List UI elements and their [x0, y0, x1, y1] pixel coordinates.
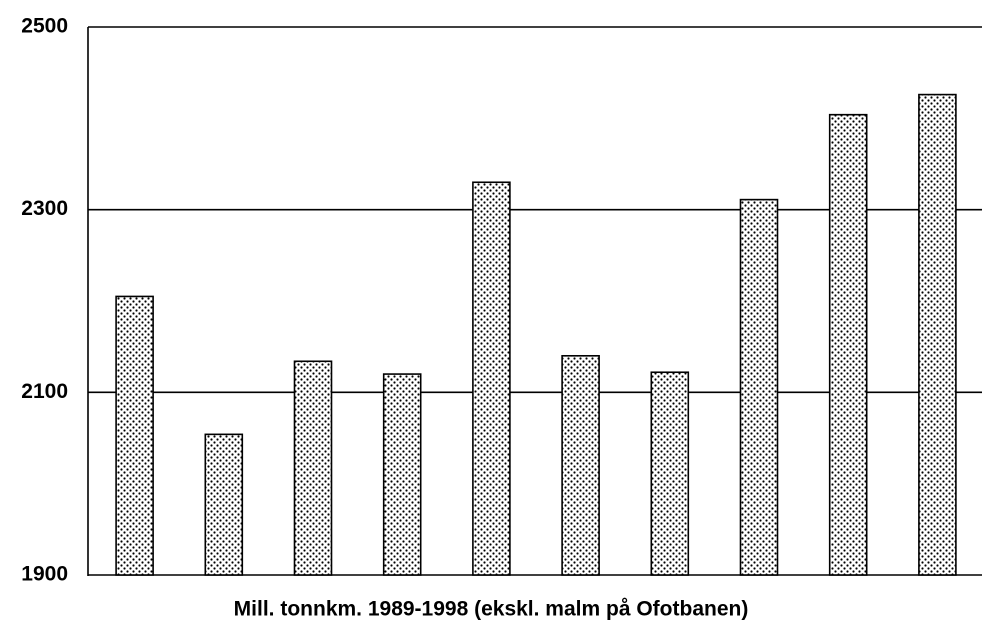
- bar: [828, 113, 868, 576]
- bar: [293, 360, 333, 576]
- y-tick-label: 2100: [21, 380, 68, 403]
- bar: [204, 433, 244, 576]
- y-tick-label: 2500: [21, 15, 68, 38]
- bar: [115, 295, 154, 576]
- bar: [382, 373, 422, 576]
- bar: [561, 354, 600, 576]
- bar: [472, 181, 511, 576]
- bar: [739, 198, 779, 576]
- bar: [918, 93, 957, 576]
- chart-title: Mill. tonnkm. 1989-1998 (ekskl. malm på …: [234, 598, 749, 621]
- y-tick-label: 1900: [21, 563, 68, 586]
- y-tick-label: 2300: [21, 197, 68, 220]
- bar: [650, 371, 690, 576]
